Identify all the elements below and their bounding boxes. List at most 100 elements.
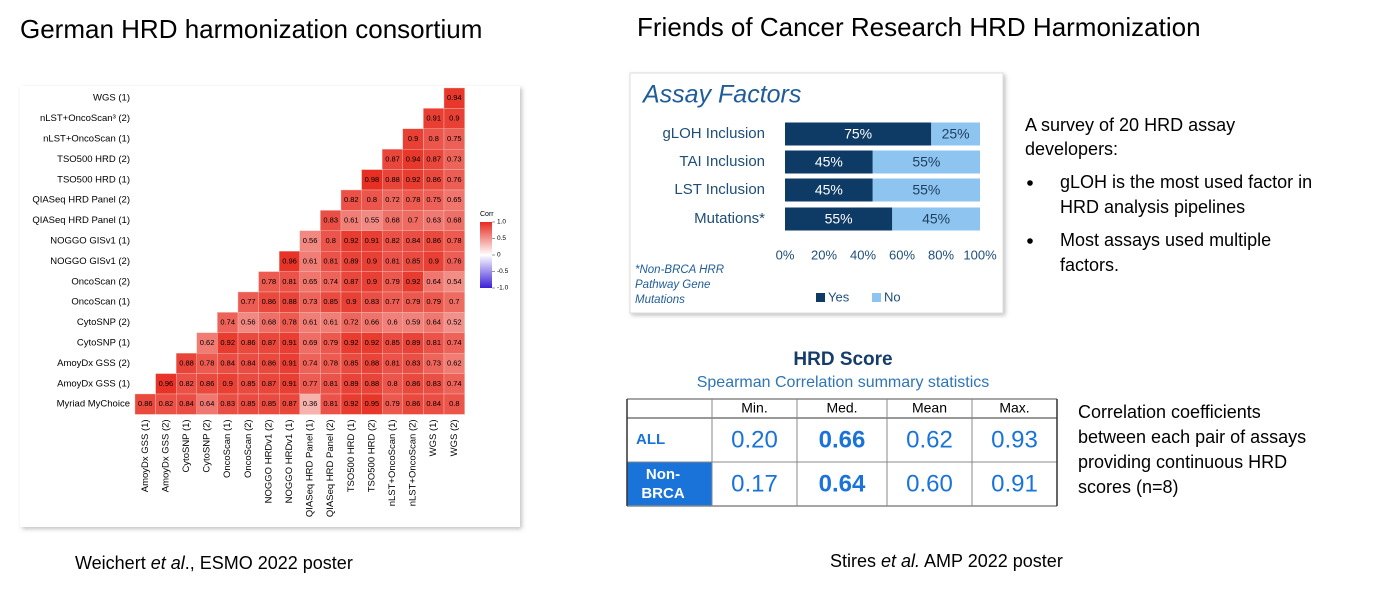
cell-label: 0.86 — [426, 236, 441, 245]
cell-label: 0.66 — [365, 318, 380, 327]
value-cell: 0.20 — [731, 426, 778, 453]
cell-label: 0.91 — [282, 338, 297, 347]
survey-intro: A survey of 20 HRD assay — [1025, 115, 1235, 135]
legend-label: No — [884, 289, 901, 304]
column-label: NOGGO HRDv1 (2) — [263, 419, 274, 503]
bullet-text: factors. — [1060, 255, 1119, 275]
row-label-box: Non-BRCA — [641, 466, 685, 502]
cell-label: 0.9 — [408, 134, 418, 143]
bar-segment — [785, 207, 893, 231]
category-label: LST Inclusion — [674, 181, 765, 198]
row-label: Non-BRCA — [641, 466, 685, 502]
header-cell: Med. — [826, 400, 857, 416]
cell-label: 0.83 — [323, 216, 338, 225]
cell-label: 0.55 — [365, 216, 380, 225]
cell-label: 0.78 — [282, 318, 297, 327]
author: Stires — [830, 551, 882, 571]
cell-label: 0.77 — [241, 297, 256, 306]
table-caption: between each pair of assays — [1078, 427, 1306, 447]
column-label: NOGGO HRDv1 (1) — [284, 419, 295, 503]
cell-label: 0.76 — [447, 256, 462, 265]
cell-label: 0.85 — [406, 256, 421, 265]
cell-label: 0.77 — [385, 297, 400, 306]
row-label: Myriad MyChoice — [57, 399, 130, 410]
column-label: CytoSNP (1) — [181, 419, 192, 472]
cell-label: 0.68 — [262, 318, 277, 327]
et-al: et al. — [881, 551, 921, 571]
bar-value-label: 25% — [942, 126, 970, 142]
row-label: NOGGO GISv1 (2) — [50, 256, 130, 267]
legend-label: Yes — [828, 289, 850, 304]
cell-label: 0.65 — [447, 195, 462, 204]
row-label: NOGGO GISv1 (1) — [50, 236, 130, 247]
column-label: TSO500 HRD (2) — [366, 419, 377, 492]
cell-label: 0.83 — [220, 399, 235, 408]
citation-left: Weichert et al., ESMO 2022 poster — [75, 553, 353, 574]
cell-label: 0.85 — [241, 399, 256, 408]
cell-label: 0.89 — [344, 379, 359, 388]
survey-intro: developers: — [1025, 139, 1118, 159]
bar-segment — [785, 178, 873, 202]
cell-label: 0.85 — [241, 379, 256, 388]
cell-label: 0.86 — [406, 399, 421, 408]
cell-label: 0.92 — [406, 277, 421, 286]
bar-segment — [785, 150, 873, 174]
x-tick-label: 0% — [776, 247, 795, 262]
bar-segment — [872, 178, 980, 202]
cell-label: 0.74 — [447, 379, 462, 388]
bar-segment — [785, 122, 932, 146]
row-label: AmoyDx GSS (2) — [57, 358, 130, 369]
et-al: et al — [150, 553, 185, 573]
cell-label: 0.8 — [367, 195, 377, 204]
cell-label: 0.79 — [323, 338, 338, 347]
table-title: HRD Score — [793, 349, 892, 370]
cell-label: 0.81 — [323, 379, 338, 388]
footnote: *Non-BRCA HRR — [635, 264, 724, 276]
row-label: ALL — [636, 431, 665, 448]
column-label: TSO500 HRD (1) — [346, 419, 357, 492]
footnote: Pathway Gene — [635, 279, 710, 291]
cell-label: 0.94 — [447, 93, 462, 102]
row-label: CytoSNP (1) — [77, 338, 130, 349]
cell-label: 0.73 — [303, 297, 318, 306]
value-cell: 0.93 — [991, 426, 1038, 453]
cell-label: 0.61 — [344, 216, 359, 225]
cell-label: 0.91 — [365, 236, 380, 245]
cell-label: 0.85 — [385, 338, 400, 347]
colorbar-tick-label: 0 — [497, 252, 501, 259]
cell-label: 0.87 — [344, 277, 359, 286]
row-label: AmoyDx GSS (1) — [57, 378, 130, 389]
cell-label: 0.8 — [449, 399, 459, 408]
legend-swatch — [816, 293, 825, 302]
column-label: OncoScan (2) — [243, 419, 254, 478]
cell-label: 0.81 — [323, 399, 338, 408]
cell-label: 0.64 — [426, 318, 441, 327]
bar-value-label: 45% — [815, 182, 843, 198]
cell-label: 0.56 — [241, 318, 256, 327]
row-label: CytoSNP (2) — [77, 317, 130, 328]
cell-label: 0.88 — [179, 358, 194, 367]
bar-value-label: 45% — [815, 154, 843, 170]
cell-label: 0.79 — [385, 399, 400, 408]
colorbar-tick-label: -1.0 — [497, 285, 509, 292]
cell-label: 0.79 — [406, 297, 421, 306]
column-label: nLST+OncoScan (2) — [408, 419, 419, 506]
cell-label: 0.72 — [344, 318, 359, 327]
cell-label: 0.78 — [406, 195, 421, 204]
cell-label: 0.91 — [282, 358, 297, 367]
cell-label: 0.81 — [282, 277, 297, 286]
citation-right: Stires et al. AMP 2022 poster — [830, 551, 1063, 572]
bar-segment — [872, 150, 980, 174]
column-label: WGS (2) — [449, 419, 460, 456]
cell-label: 0.63 — [426, 216, 441, 225]
cell-label: 0.83 — [406, 358, 421, 367]
cell-label: 0.74 — [220, 318, 235, 327]
row-label: TSO500 HRD (1) — [57, 174, 130, 185]
cell-label: 0.73 — [426, 358, 441, 367]
cell-label: 0.94 — [406, 154, 421, 163]
row-label: QIASeq HRD Panel (1) — [32, 215, 130, 226]
cell-label: 0.8 — [387, 379, 397, 388]
cell-label: 0.74 — [447, 338, 462, 347]
colorbar — [480, 222, 492, 288]
right-title: Friends of Cancer Research HRD Harmoniza… — [637, 12, 1201, 42]
